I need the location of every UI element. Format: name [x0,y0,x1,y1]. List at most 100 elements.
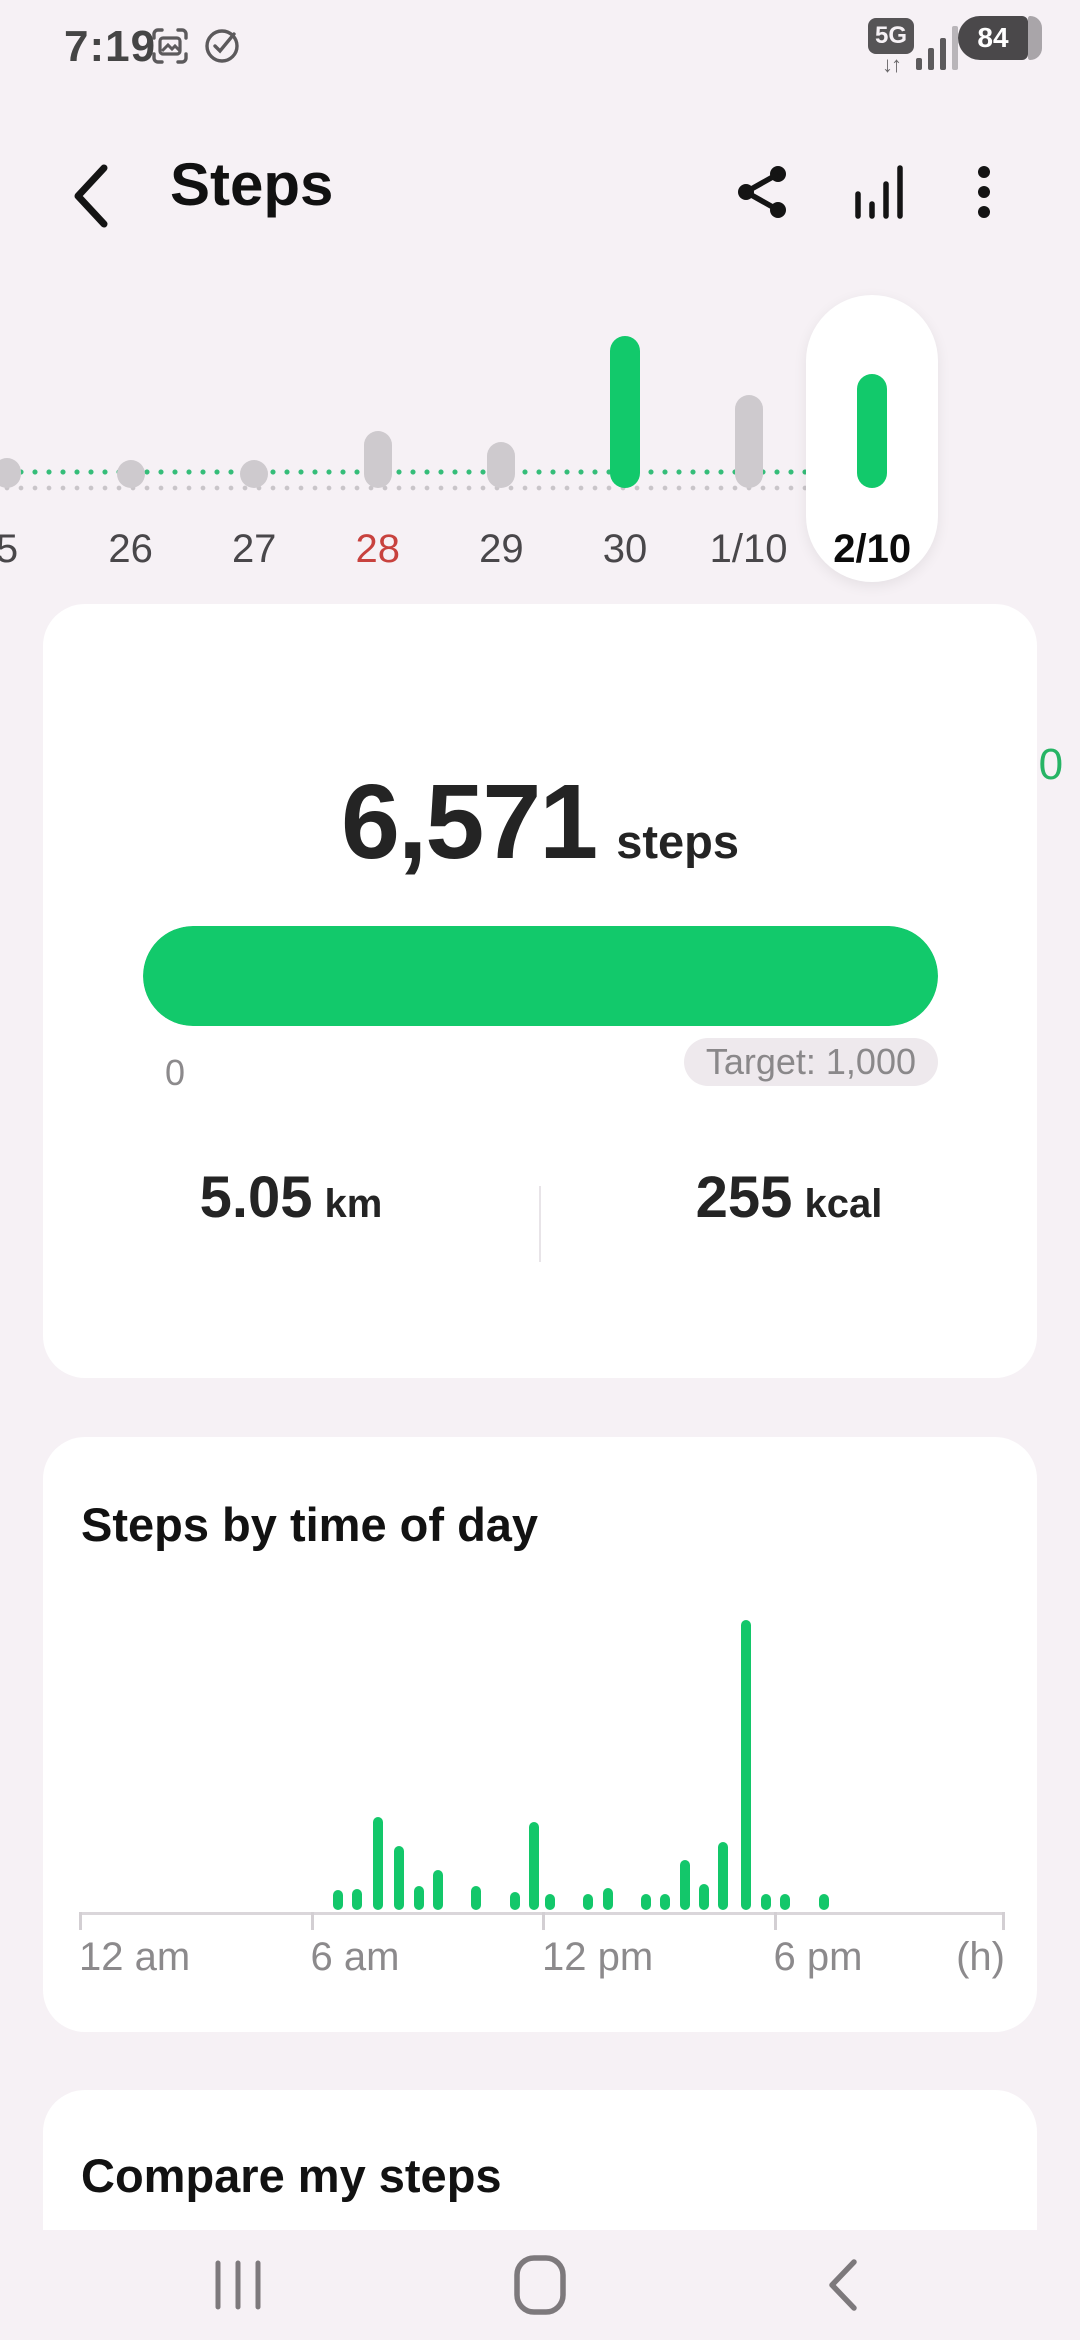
steps-time-bar [544,1894,555,1910]
steps-time-bar [394,1846,405,1910]
day-activity-bar [734,395,763,488]
day-label: 30 [602,527,648,571]
share-button[interactable] [732,160,802,230]
steps-progress-fill [143,926,938,1026]
x-axis-label: 12 am [79,1935,191,1979]
baseline-dotted-line [0,485,806,491]
steps-time-bar [760,1894,771,1910]
steps-time-bar [780,1894,791,1910]
time-card-title: Steps by time of day [81,1498,539,1551]
back-icon [74,164,108,228]
daily-summary-card: 6,571 steps 0 Target: 1,000 5.05 km 255 … [43,604,1037,1378]
x-axis-tick [773,1912,777,1930]
stats-row: 5.05 km 255 kcal [43,1164,1037,1284]
steps-time-bar [351,1889,362,1910]
back-button[interactable] [64,156,134,236]
steps-time-bar [471,1886,482,1910]
x-axis-label: 12 pm [542,1935,654,1979]
progress-range-start: 0 [165,1052,186,1093]
5g-arrows-icon: ↓↑ [882,52,902,77]
day-item-29[interactable]: 29 [439,290,563,590]
day-label: 2/10 [833,527,912,571]
share-icon [738,166,786,218]
battery-percent: 84 [958,16,1028,60]
day-item-1-10[interactable]: 1/10 [687,290,811,590]
steps-time-bar [741,1620,752,1910]
steps-time-bar [660,1894,671,1910]
day-activity-bar [487,442,516,488]
day-label: 28 [355,527,401,571]
time-of-day-chart: 12 am 6 am 12 pm 6 pm (h) [43,1437,1037,2032]
app-header: Steps [0,120,1080,270]
compare-steps-card[interactable]: Compare my steps [43,2090,1037,2230]
steps-value: 6,571 [340,763,598,881]
distance-value: 5.05 [199,1165,313,1230]
x-axis-tick [1002,1912,1005,1930]
steps-time-bar [509,1892,520,1910]
target-badge[interactable]: Target: 1,000 [683,1038,938,1086]
steps-progress-bar [143,926,938,1026]
x-axis-tick [310,1912,314,1930]
steps-time-bar [332,1890,343,1910]
distance-unit: km [324,1182,383,1226]
day-activity-bar [116,460,145,488]
status-bar: 7:19 5G ↓↑ 84 [0,0,1080,90]
day-activity-bar [0,458,21,488]
day-label: 29 [479,527,524,571]
day-label: 1/10 [709,527,788,571]
day-item-28[interactable]: 28 [316,290,440,590]
steps-time-bar [699,1884,710,1910]
x-axis-unit-label: (h) [956,1935,1005,1979]
battery-cap [1028,16,1042,60]
home-button[interactable] [480,2250,600,2320]
calories-unit: kcal [804,1182,883,1226]
steps-time-bar [602,1888,613,1910]
calories-stat: 255 kcal [541,1164,1037,1284]
home-icon [514,2255,566,2315]
day-activity-bar [610,336,640,488]
x-axis-tick [79,1912,82,1930]
day-item-5[interactable]: 5 [0,290,69,590]
steps-time-bar [679,1860,690,1910]
distance-stat: 5.05 km [43,1164,539,1284]
day-activity-bar [240,460,269,488]
day-item-27[interactable]: 27 [192,290,316,590]
x-axis-label: 6 pm [773,1935,863,1979]
day-item-2-10[interactable]: 2/10 [806,290,939,590]
page-title: Steps [170,151,334,218]
bar-chart-icon [855,165,903,219]
day-activity-bar [857,374,888,488]
steps-by-time-card: Steps by time of day 12 am 6 am 12 pm 6 pm (… [43,1437,1037,2032]
x-axis-label: 6 am [310,1935,400,1979]
back-nav-button[interactable] [782,2250,902,2320]
compare-card-title: Compare my steps [81,2149,502,2202]
steps-time-bar [718,1842,729,1910]
steps-time-bar [432,1870,443,1910]
day-item-26[interactable]: 26 [69,290,193,590]
steps-time-bar [641,1894,652,1910]
more-menu-button[interactable] [952,160,1022,230]
recents-button[interactable] [178,2250,298,2320]
steps-time-bar [818,1894,829,1910]
steps-unit: steps [616,815,740,868]
chart-view-button[interactable] [846,160,916,230]
day-item-30[interactable]: 30 [563,290,687,590]
x-axis-tick [542,1912,545,1930]
back-icon [829,2259,857,2311]
signal-strength-icon [916,26,962,70]
steps-time-bar [373,1817,384,1910]
recents-icon [215,2260,261,2310]
day-label: 5 [0,527,19,571]
steps-time-bar [529,1822,540,1910]
clock: 7:19 [64,22,157,71]
battery-indicator: 84 [958,16,1042,60]
steps-time-bar [583,1894,594,1910]
more-menu-icon [978,166,990,218]
check-circle-icon [205,29,239,63]
target-dotted-line [0,469,806,475]
stat-divider [539,1186,541,1262]
5g-badge: 5G [868,18,914,54]
day-label: 27 [231,527,277,571]
